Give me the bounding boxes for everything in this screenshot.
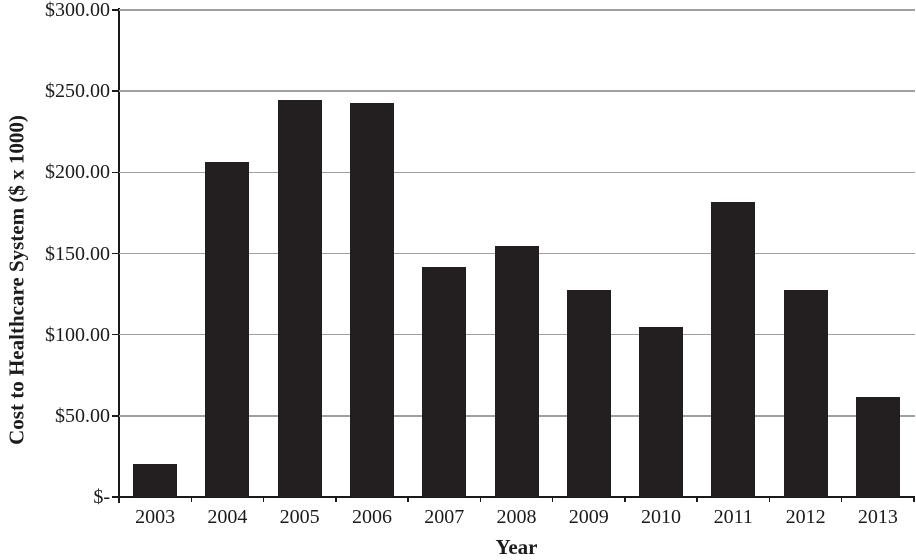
x-tick-label-2012: 2012 <box>785 506 826 528</box>
y-axis-tick-200 <box>112 171 119 174</box>
y-tick-label-150: $150.00 <box>45 242 110 265</box>
y-tick-label-50: $50.00 <box>55 404 110 427</box>
x-tick-label-2013: 2013 <box>857 506 898 528</box>
x-axis-tick-8 <box>696 497 698 502</box>
x-axis-tick-0 <box>118 497 120 502</box>
x-tick-label-2004: 2004 <box>207 506 248 528</box>
x-axis-tick-6 <box>551 497 554 502</box>
x-tick-label-2009: 2009 <box>568 506 609 528</box>
bar-2008 <box>494 246 539 497</box>
x-tick-label-2005: 2005 <box>279 506 320 528</box>
bar-2007 <box>422 267 467 497</box>
x-axis-tick-10 <box>840 497 843 502</box>
x-axis-tick-3 <box>335 497 337 502</box>
y-tick-label-100: $100.00 <box>45 323 110 346</box>
y-axis-tick-250 <box>112 90 119 92</box>
x-axis-tick-7 <box>624 497 626 502</box>
bar-2011 <box>711 201 756 497</box>
y-tick-label-300: $300.00 <box>45 0 110 21</box>
y-tick-label-250: $250.00 <box>45 80 110 103</box>
x-tick-label-2011: 2011 <box>713 506 753 528</box>
y-axis-tick-50 <box>112 415 119 417</box>
bar-2012 <box>783 290 828 497</box>
x-axis-tick-5 <box>479 497 482 502</box>
gridline-200 <box>119 171 915 174</box>
bar-2009 <box>566 290 611 497</box>
x-axis-tick-1 <box>190 497 193 502</box>
x-axis-tick-9 <box>768 497 771 502</box>
x-tick-label-2007: 2007 <box>424 506 465 528</box>
gridline-250 <box>119 90 915 92</box>
bar-2005 <box>277 100 322 497</box>
x-axis-title: Year <box>495 535 538 559</box>
x-axis-tick-4 <box>407 497 409 502</box>
y-axis-tick-100 <box>112 333 119 336</box>
x-tick-label-2003: 2003 <box>135 506 176 528</box>
y-axis-tick-300 <box>112 9 119 11</box>
gridline-300 <box>119 9 915 11</box>
bar-2013 <box>855 397 900 497</box>
x-axis-tick-2 <box>262 497 265 502</box>
y-axis-tick-0 <box>112 496 119 498</box>
bar-2006 <box>349 102 394 497</box>
x-tick-label-2008: 2008 <box>496 506 537 528</box>
bar-2004 <box>205 161 250 497</box>
y-axis-line <box>118 8 120 503</box>
y-axis-tick-150 <box>112 252 119 255</box>
x-axis-tick-11 <box>913 497 915 502</box>
y-tick-label-200: $200.00 <box>45 161 110 184</box>
bar-2010 <box>639 326 684 497</box>
bar-2003 <box>133 463 178 497</box>
y-tick-label-0: $- <box>93 486 110 508</box>
x-tick-label-2010: 2010 <box>641 506 682 528</box>
x-tick-label-2006: 2006 <box>351 506 392 528</box>
